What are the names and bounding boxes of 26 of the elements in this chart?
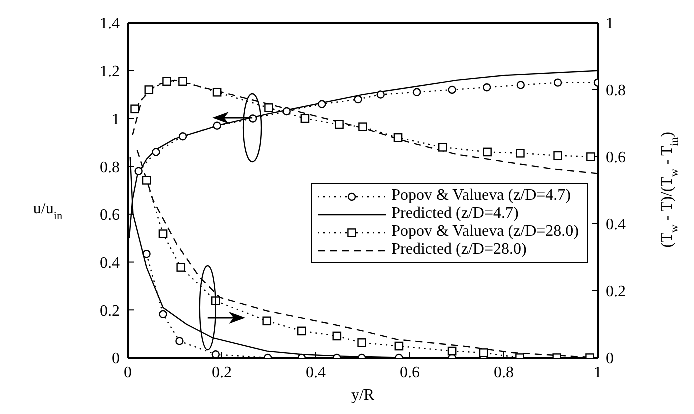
x-tick-label: 0.2 [212,364,232,382]
y-tick-label: 1.2 [100,64,120,81]
legend-label: Popov & Valueva (z/D=4.7) [392,187,571,204]
y-tick-label: 0.8 [100,159,120,176]
y-tick-label: 1 [112,111,120,128]
x-tick-label: 0.6 [400,364,420,382]
legend-label: Predicted (z/D=4.7) [392,205,519,222]
x-axis-title: y/R [351,387,375,404]
legend-label: Predicted (z/D=28.0) [392,241,527,258]
y2-tick-label: 0.2 [606,284,626,301]
y-tick-label: 1.4 [100,16,120,33]
y-tick-label: 0 [112,350,120,368]
y-axis-title: u/u$_{in}$ [33,200,63,223]
x-tick-label: 0 [124,364,132,382]
y-tick-label: 0.2 [100,302,120,320]
y2-tick-label: 1 [606,16,614,33]
legend-label: Popov & Valueva (z/D=28.0) [392,223,579,240]
x-tick-label: 1 [594,364,602,382]
y2-tick-label: 0 [606,350,614,368]
y2-tick-label: 0.8 [606,82,626,100]
y-tick-label: 0.4 [100,254,120,272]
y-tick-label: 0.6 [100,207,120,224]
x-tick-label: 0.8 [494,364,514,382]
y2-tick-label: 0.4 [606,216,626,234]
y2-tick-label: 0.6 [606,150,626,167]
x-tick-label: 0.4 [306,364,326,382]
